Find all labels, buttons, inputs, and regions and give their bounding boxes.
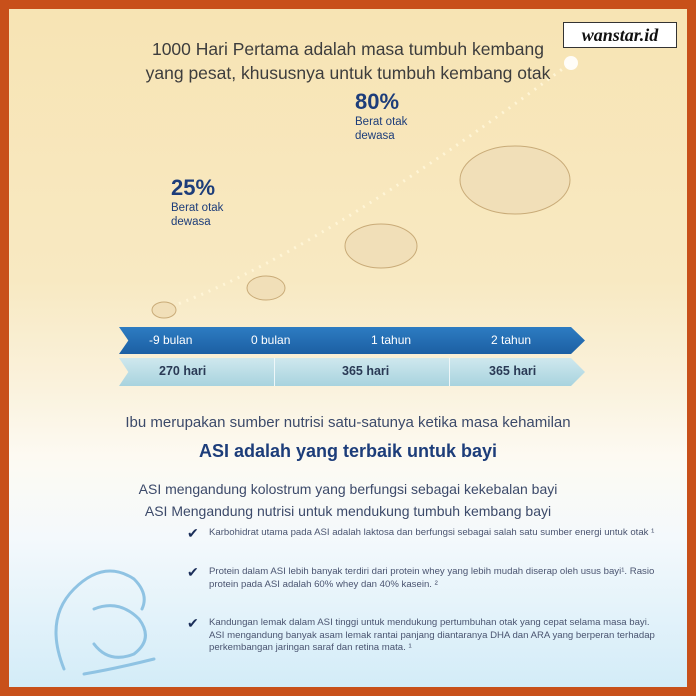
checkmark-icon: ✔ [187, 615, 199, 631]
timeline-duration: 270 hari [159, 364, 207, 378]
bullet-item: ✔ Kandungan lemak dalam ASI tinggi untuk… [187, 615, 657, 655]
brain-icon [151, 301, 177, 319]
title-line-2: yang pesat, khususnya untuk tumbuh kemba… [145, 63, 551, 83]
brain-icon [459, 145, 571, 215]
timeline-points: -9 bulan 0 bulan 1 tahun 2 tahun [119, 327, 585, 354]
statement: ASI Mengandung nutrisi untuk mendukung t… [144, 503, 552, 519]
bullet-item: ✔ Karbohidrat utama pada ASI adalah lakt… [187, 525, 657, 541]
brain-icon [344, 223, 418, 269]
milestone-label: dewasa [171, 216, 211, 228]
milestone-label: Berat otak [355, 116, 408, 128]
mother-baby-illustration [54, 569, 156, 676]
timeline-durations: 270 hari 365 hari 365 hari [119, 358, 585, 386]
checkmark-icon: ✔ [187, 525, 199, 541]
headline: ASI adalah yang terbaik untuk bayi [198, 441, 498, 461]
divider [274, 358, 275, 386]
bullet-item: ✔ Protein dalam ASI lebih banyak terdiri… [187, 564, 657, 591]
timeline-point: -9 bulan [149, 333, 193, 347]
milestone-80: 80% Berat otak dewasa [355, 89, 407, 143]
bullet-text: Karbohidrat utama pada ASI adalah laktos… [209, 527, 655, 538]
brain-growth-illustration [151, 56, 578, 319]
watermark: wanstar.id [563, 22, 677, 48]
brain-icon [246, 275, 286, 301]
checkmark-icon: ✔ [187, 564, 199, 580]
bullet-text: Kandungan lemak dalam ASI tinggi untuk m… [209, 617, 655, 653]
infographic: 1000 Hari Pertama adalah masa tumbuh kem… [9, 9, 687, 687]
sparkle-icon [564, 56, 578, 70]
milestone-percent: 25% [171, 175, 216, 200]
milestone-25: 25% Berat otak dewasa [171, 175, 223, 229]
subtitle: Ibu merupakan sumber nutrisi satu-satuny… [125, 414, 571, 431]
timeline-point: 2 tahun [491, 333, 532, 347]
timeline-duration: 365 hari [489, 364, 537, 378]
bullet-text: Protein dalam ASI lebih banyak terdiri d… [209, 566, 655, 590]
milestone-label: dewasa [355, 130, 395, 142]
divider [449, 358, 450, 386]
milestone-label: Berat otak [171, 202, 224, 214]
timeline-duration: 365 hari [342, 364, 390, 378]
timeline-point: 0 bulan [251, 333, 291, 347]
timeline-point: 1 tahun [371, 333, 412, 347]
title-line-1: 1000 Hari Pertama adalah masa tumbuh kem… [151, 39, 545, 59]
milestone-percent: 80% [355, 89, 400, 114]
statement: ASI mengandung kolostrum yang berfungsi … [138, 481, 558, 497]
